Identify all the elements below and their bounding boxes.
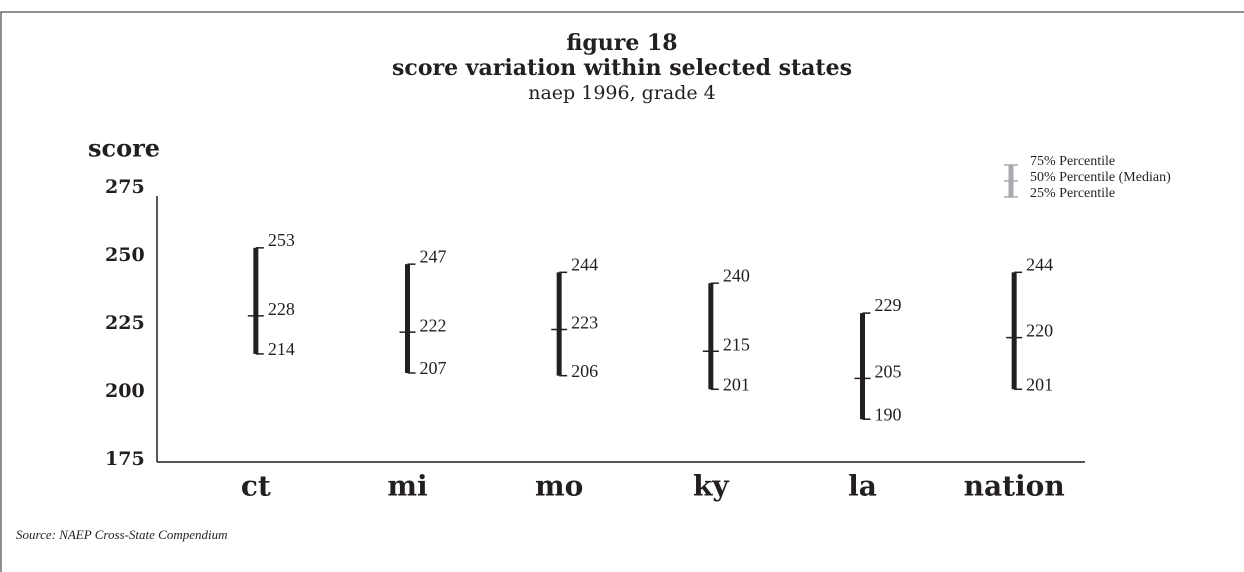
source: Source: NAEP Cross-State Compendium [16, 527, 227, 542]
y-tick-label: 275 [105, 176, 145, 198]
range-bar [860, 313, 865, 420]
y-tick-label: 225 [105, 312, 145, 334]
x-tick-label: la [848, 470, 877, 503]
x-tick-label: mo [535, 470, 583, 503]
x-tick-label: nation [964, 470, 1065, 503]
chart-subtitle-2: naep 1996, grade 4 [528, 82, 716, 104]
value-label: 190 [875, 404, 902, 424]
value-label: 220 [1026, 321, 1053, 341]
range-bar [708, 283, 714, 390]
value-label: 222 [420, 315, 447, 335]
range-bar [253, 247, 259, 354]
value-label: 229 [875, 295, 902, 315]
value-label: 223 [571, 313, 598, 333]
value-label: 206 [571, 361, 598, 381]
value-label: 228 [268, 299, 295, 319]
legend-label: 25% Percentile [1030, 186, 1115, 201]
range-bar [1011, 272, 1017, 390]
value-label: 214 [268, 339, 295, 359]
y-tick-label: 250 [105, 244, 145, 266]
value-label: 253 [268, 230, 295, 250]
x-tick-label: ct [241, 470, 271, 503]
y-tick-label: 175 [105, 448, 145, 470]
value-label: 205 [875, 362, 902, 382]
value-label: 215 [723, 334, 750, 354]
value-label: 207 [420, 358, 447, 378]
legend-label: 50% Percentile (Median) [1030, 170, 1171, 185]
value-label: 244 [571, 254, 598, 274]
value-label: 240 [723, 265, 750, 285]
value-label: 244 [1026, 254, 1053, 274]
value-label: 201 [723, 374, 750, 394]
range-bar [556, 272, 562, 376]
chart-title: figure 18 [566, 30, 677, 56]
y-tick-label: 200 [105, 380, 145, 402]
x-tick-label: mi [387, 470, 427, 503]
value-label: 201 [1026, 374, 1053, 394]
x-tick-label: ky [693, 470, 729, 503]
value-label: 247 [420, 246, 447, 266]
legend-label: 75% Percentile [1030, 154, 1115, 169]
y-axis-label: score [88, 134, 160, 163]
range-bar [405, 264, 410, 373]
frame [0, 11, 1244, 572]
chart-subtitle: score variation within selected states [392, 55, 852, 81]
